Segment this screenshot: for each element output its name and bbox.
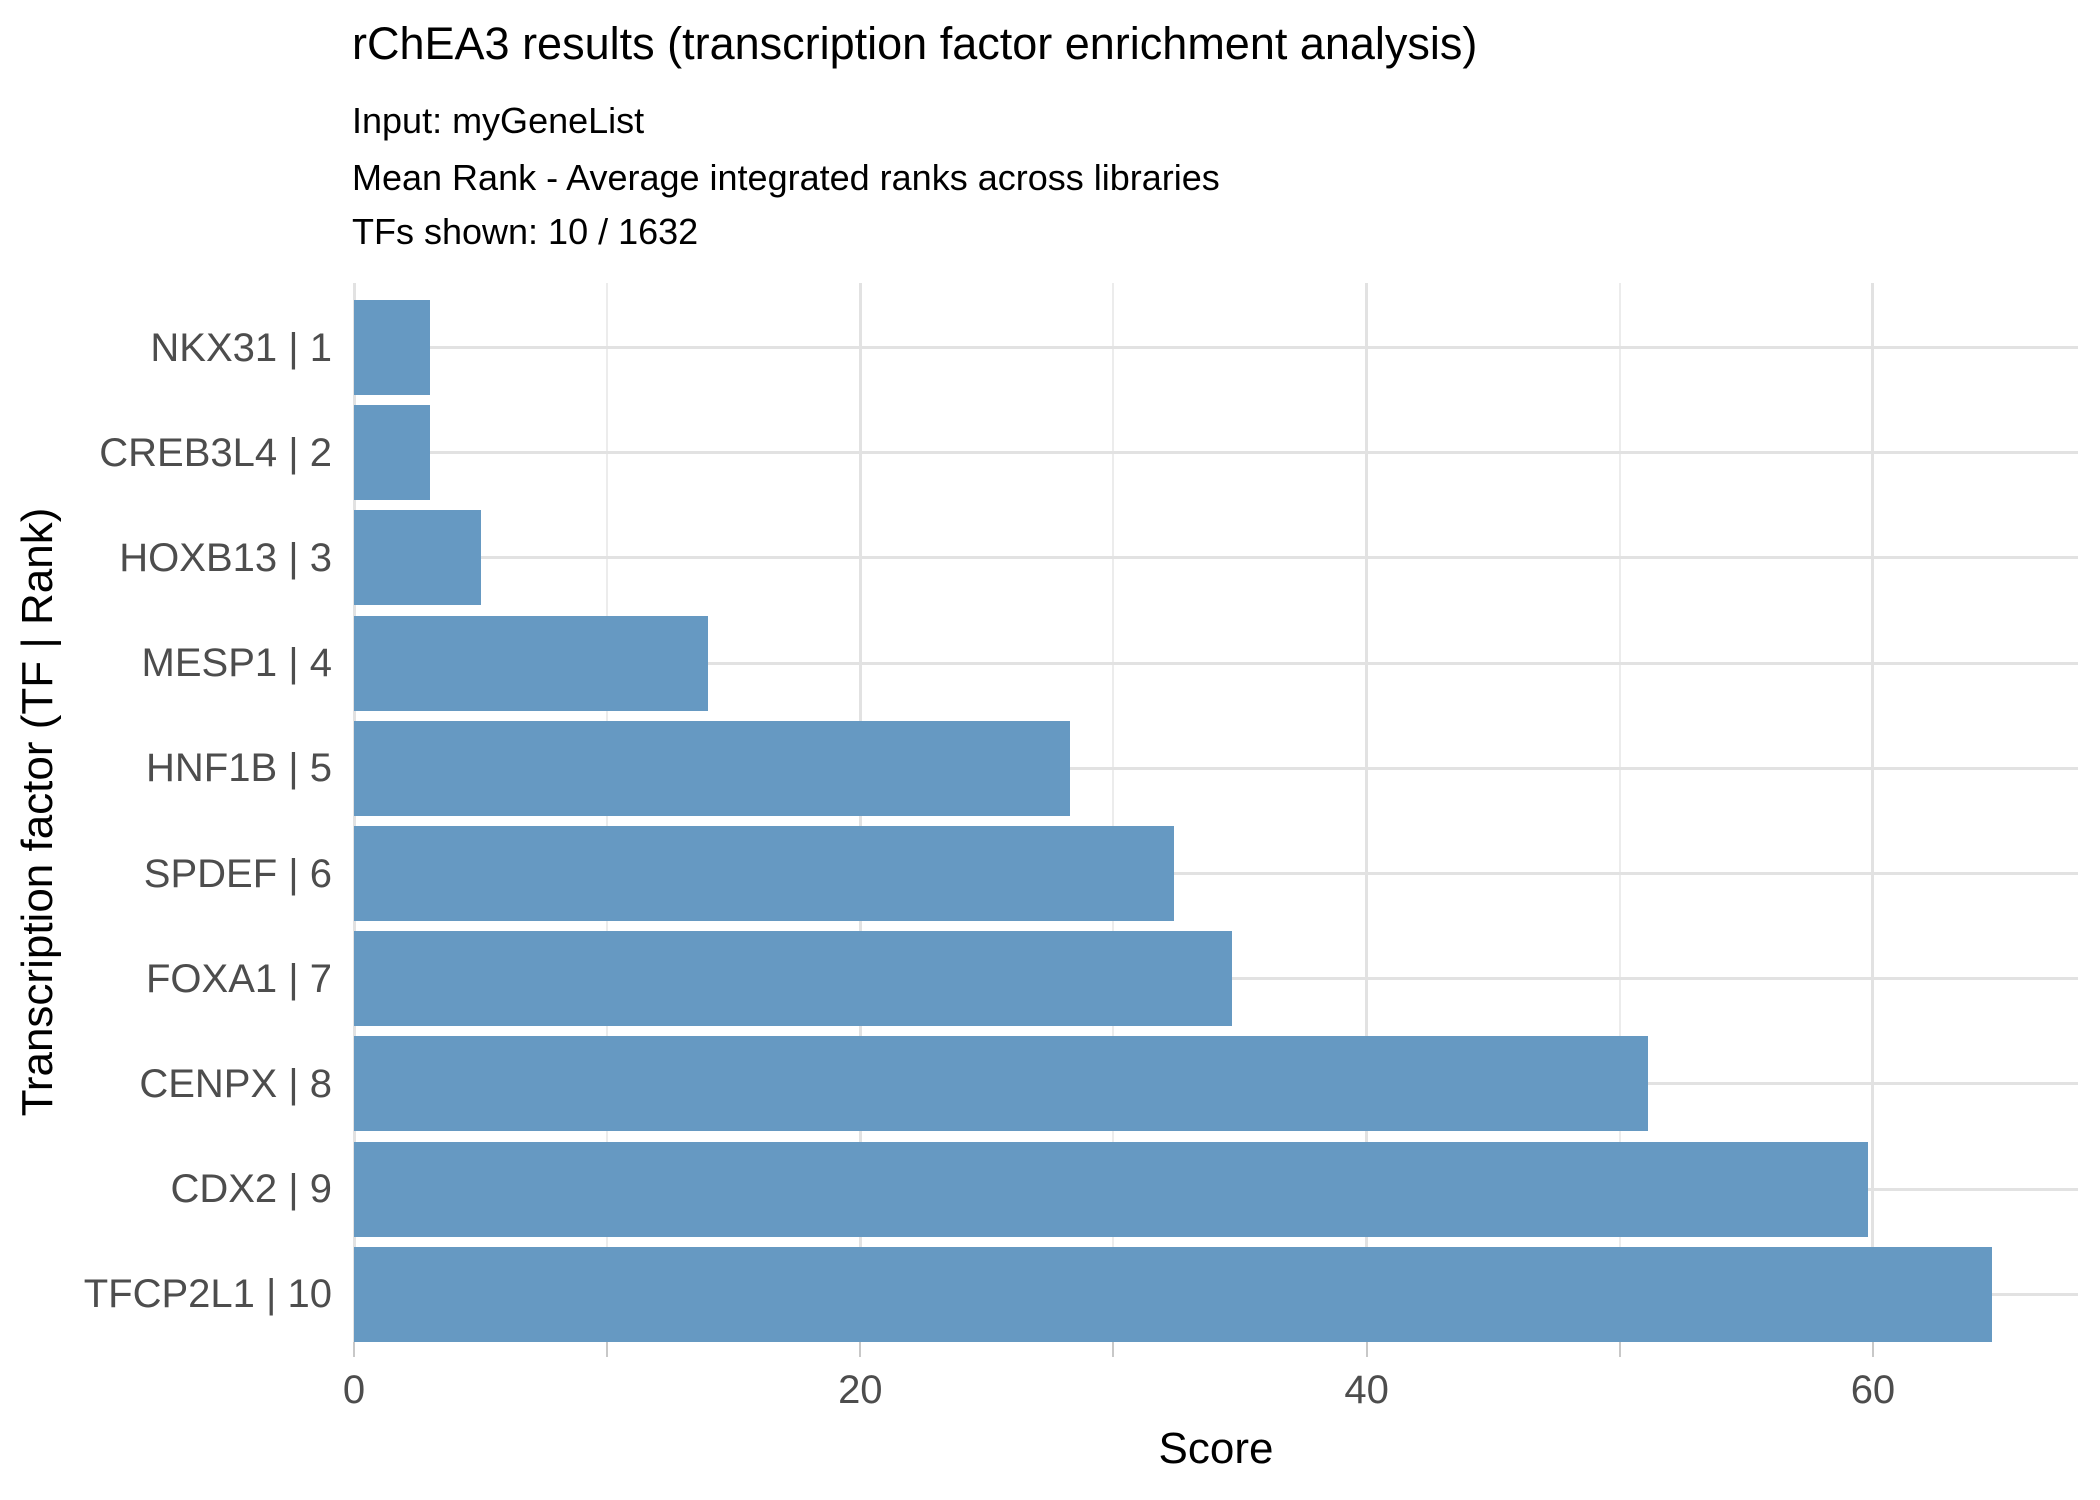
bar-tfcp2l1	[354, 1246, 1992, 1342]
gridline-major-y-5	[354, 766, 2078, 770]
x-tick-label-0: 0	[342, 1368, 366, 1412]
x-tick-label-20: 20	[838, 1368, 883, 1412]
gridline-major-y-6	[354, 872, 2078, 875]
bar-creb3l4	[354, 405, 430, 501]
y-tick-label-1: NKX31 | 1	[150, 325, 332, 370]
x-tick-mark-20	[859, 1342, 862, 1357]
gridline-major-y-1	[354, 346, 2078, 349]
bar-hoxb13	[354, 510, 481, 606]
gridline-major-y-3	[354, 556, 2078, 560]
gridline-minor-x30	[1112, 283, 1115, 1342]
y-tick-label-5: HNF1B | 5	[146, 746, 332, 791]
gridline-major-y-2	[354, 451, 2078, 455]
bar-cdx2	[354, 1141, 1868, 1237]
bar-cenpx	[354, 1036, 1648, 1132]
gridline-major-x40	[1365, 283, 1369, 1342]
chart-title: rChEA3 results (transcription factor enr…	[352, 18, 1478, 69]
y-tick-label-4: MESP1 | 4	[141, 641, 332, 686]
x-tick-mark-60	[1871, 1342, 1874, 1357]
x-tick-mark-40	[1365, 1342, 1368, 1357]
y-tick-label-10: TFCP2L1 | 10	[83, 1272, 332, 1317]
x-tick-label-60: 60	[1850, 1368, 1896, 1412]
chart-subtitle-count: TFs shown: 10 / 1632	[352, 211, 699, 252]
x-tick-mark-0	[353, 1342, 355, 1357]
gridline-major-y-4	[354, 661, 2078, 665]
y-axis-title: Transcription factor (TF | Rank)	[13, 507, 62, 1117]
x-tick-label-40: 40	[1344, 1368, 1389, 1412]
x-tick-mark-50	[1618, 1342, 1621, 1357]
bar-hnf1b	[354, 720, 1071, 816]
y-tick-label-6: SPDEF | 6	[143, 851, 332, 896]
chart-subtitle-method: Mean Rank - Average integrated ranks acr…	[352, 157, 1220, 198]
bar-spdef	[354, 826, 1175, 921]
x-tick-mark-10	[606, 1342, 609, 1357]
x-axis-title: Score	[1158, 1424, 1274, 1473]
plot-panel	[352, 283, 2078, 1342]
y-tick-label-9: CDX2 | 9	[170, 1167, 332, 1212]
x-tick-mark-30	[1112, 1342, 1115, 1357]
chart-subtitle-input: Input: myGeneList	[352, 100, 645, 141]
bar-nkx31	[354, 300, 430, 395]
y-tick-label-2: CREB3L4 | 2	[99, 430, 332, 475]
y-tick-label-8: CENPX | 8	[139, 1061, 332, 1106]
bar-mesp1	[354, 615, 709, 711]
gridline-major-x60	[1871, 283, 1875, 1342]
y-tick-label-3: HOXB13 | 3	[119, 535, 332, 580]
y-tick-label-7: FOXA1 | 7	[145, 956, 332, 1001]
bar-foxa1	[354, 931, 1233, 1027]
gridline-minor-x50	[1618, 283, 1621, 1342]
